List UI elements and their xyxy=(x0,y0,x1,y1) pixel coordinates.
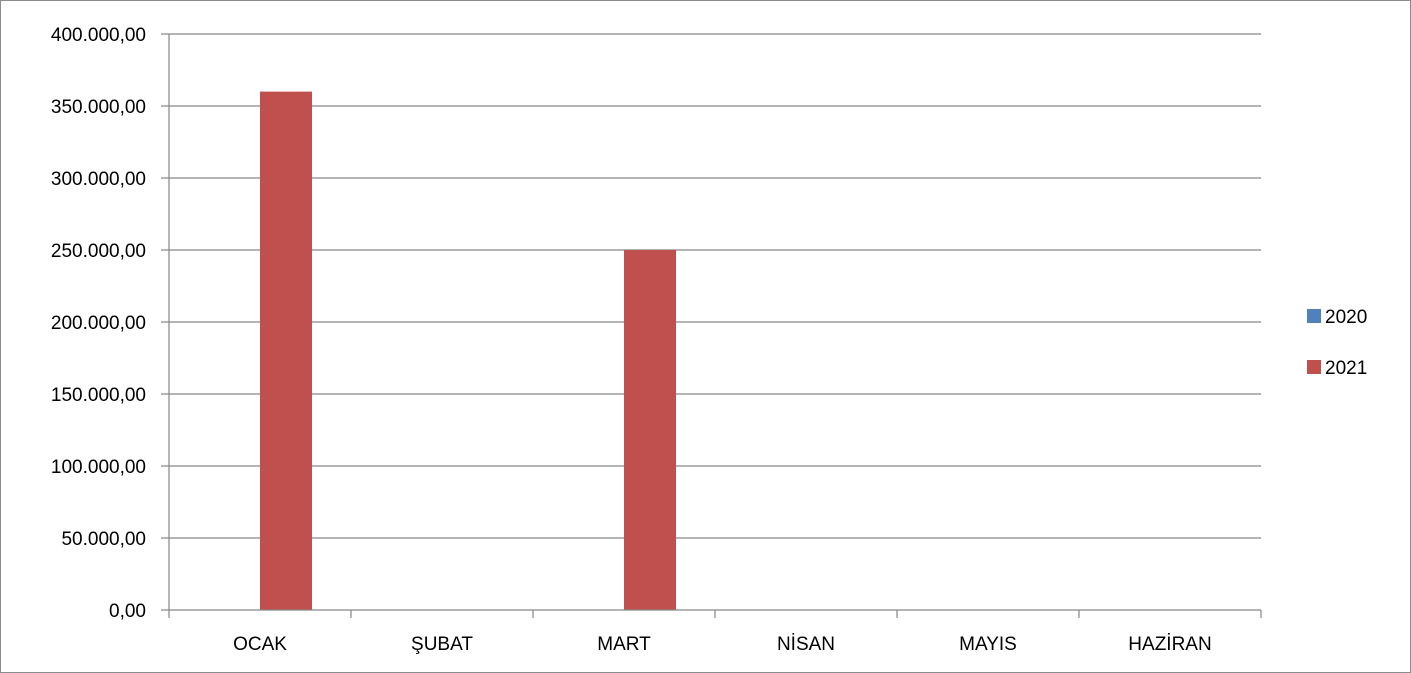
x-tick-labels: OCAK ŞUBAT MART NİSAN MAYIS HAZİRAN xyxy=(233,634,1212,655)
bar-2021-OCAK xyxy=(260,91,312,611)
y-tick-label: 0,00 xyxy=(109,601,146,622)
x-tick-label: HAZİRAN xyxy=(1128,634,1211,655)
legend-swatch-2020 xyxy=(1307,309,1321,323)
y-tick-label: 400.000,00 xyxy=(51,25,146,46)
legend-label: 2020 xyxy=(1325,307,1367,328)
legend-swatch-2021 xyxy=(1307,360,1321,374)
x-tick-label: NİSAN xyxy=(777,634,835,655)
bar-2021-MART xyxy=(624,250,676,610)
x-tick-label: OCAK xyxy=(233,634,287,655)
y-tick-label: 300.000,00 xyxy=(51,169,146,190)
y-tick-label: 150.000,00 xyxy=(51,385,146,406)
legend: 2020 2021 xyxy=(1307,307,1367,379)
y-tick-label: 50.000,00 xyxy=(61,529,146,550)
y-tick-labels: 0,00 50.000,00 100.000,00 150.000,00 200.000… xyxy=(51,25,146,622)
bars xyxy=(260,91,676,611)
x-tick-label: MAYIS xyxy=(959,634,1017,655)
x-tick-label: MART xyxy=(597,634,651,655)
y-tick-label: 250.000,00 xyxy=(51,241,146,262)
x-tick-label: ŞUBAT xyxy=(411,634,473,655)
y-tick-label: 350.000,00 xyxy=(51,97,146,118)
gridlines xyxy=(169,33,1261,539)
y-tick-label: 100.000,00 xyxy=(51,457,146,478)
legend-label: 2021 xyxy=(1325,358,1367,379)
y-tick-label: 200.000,00 xyxy=(51,313,146,334)
axes xyxy=(161,33,1262,618)
